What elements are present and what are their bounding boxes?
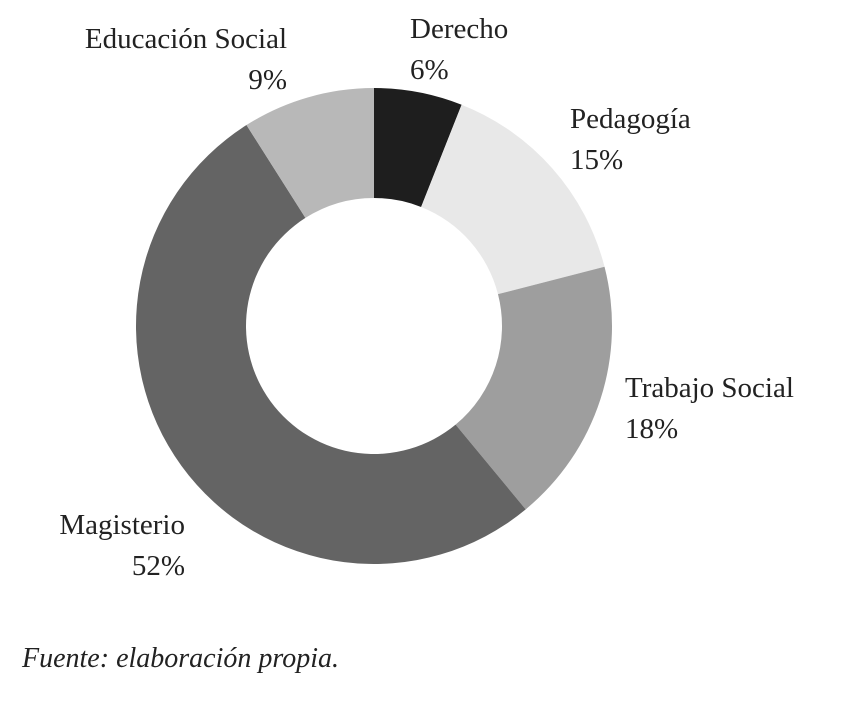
source-note: Fuente: elaboración propia.	[21, 643, 339, 674]
slice-value-label: 6%	[410, 54, 449, 86]
slice-label: Magisterio	[59, 509, 185, 541]
donut-slice	[374, 88, 462, 207]
slice-value-label: 18%	[625, 413, 678, 445]
slice-label: Pedagogía	[570, 103, 691, 135]
donut-slice	[421, 104, 605, 295]
slice-value-label: 15%	[570, 144, 623, 176]
slice-label: Trabajo Social	[625, 372, 794, 404]
donut-slice	[136, 125, 526, 564]
slice-label: Derecho	[410, 13, 508, 45]
slice-value-label: 52%	[132, 550, 185, 582]
slice-label: Educación Social	[85, 23, 287, 55]
donut-slice	[455, 266, 612, 510]
donut-slice	[246, 88, 374, 218]
slice-value-label: 9%	[248, 64, 287, 96]
